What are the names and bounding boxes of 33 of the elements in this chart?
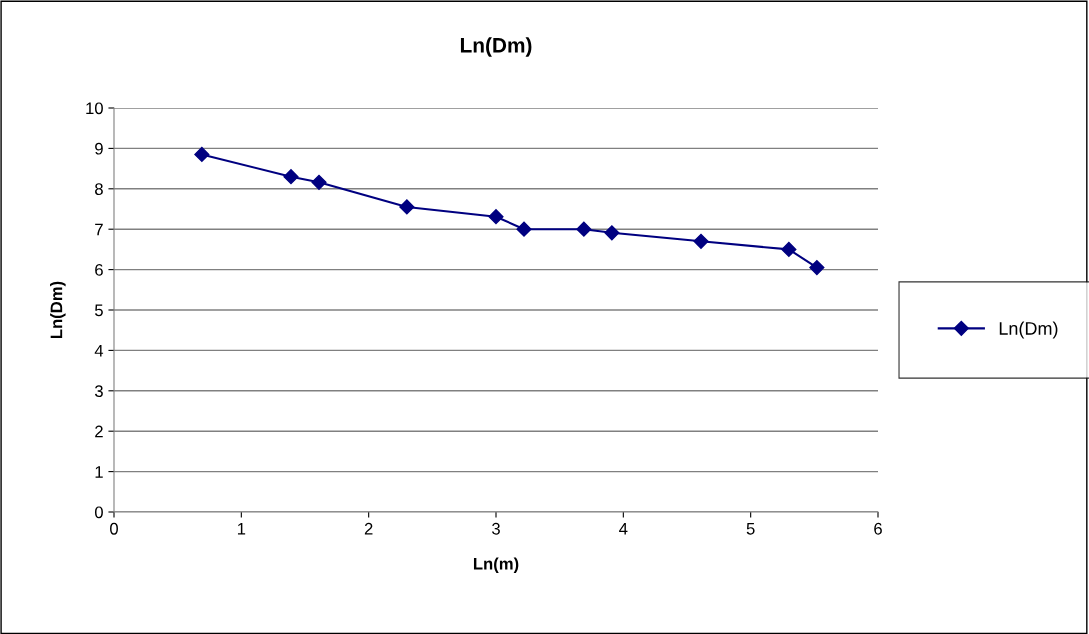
y-axis-title: Ln(Dm) (50, 281, 66, 339)
y-tick-label: 2 (95, 425, 103, 438)
point (194, 146, 210, 163)
point (693, 233, 709, 249)
y-tick-label: 0 (94, 506, 103, 519)
x-tick-label: 2 (364, 522, 373, 535)
x-axis-title: Ln(m) (473, 557, 519, 573)
legend-label: Ln(Dm) (999, 321, 1058, 339)
y-tick-label: 3 (94, 385, 103, 397)
y-tick-label: 5 (94, 304, 103, 317)
y-tick-label: 4 (94, 344, 104, 357)
y-tick-label: 8 (95, 183, 103, 195)
y-tick-label: 9 (95, 142, 103, 155)
point (488, 209, 504, 225)
point (604, 225, 620, 241)
x-tick-label: 4 (619, 523, 628, 535)
chart-title: Ln(Dm) (460, 37, 532, 57)
point (399, 199, 415, 215)
x-tick-label: 3 (492, 522, 500, 535)
y-tick-label: 1 (95, 466, 103, 478)
point (781, 241, 797, 257)
point (311, 174, 327, 190)
point (576, 221, 592, 237)
y-tick-label: 10 (86, 102, 103, 115)
x-tick-label: 1 (237, 523, 246, 535)
x-tick-label: 6 (874, 522, 882, 535)
x-tick-label: 5 (746, 523, 755, 535)
point (283, 169, 299, 185)
y-tick-label: 6 (95, 264, 103, 276)
x-tick-label: 0 (110, 522, 118, 535)
y-tick-label: 7 (95, 223, 103, 236)
point (516, 221, 532, 237)
point (809, 260, 825, 276)
